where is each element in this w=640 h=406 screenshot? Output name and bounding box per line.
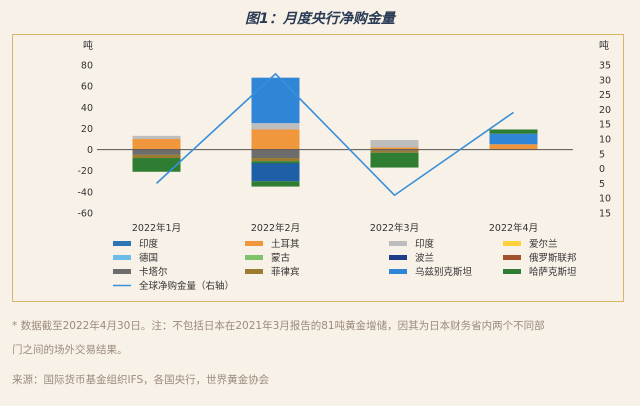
bar-segment — [489, 129, 538, 134]
y-right-tick-label: 30 — [599, 75, 611, 86]
x-tick-label: 2022年2月 — [251, 222, 300, 234]
y-right-tick-label: 20 — [599, 105, 611, 116]
bar-segment — [370, 147, 419, 150]
legend-label: 菲律宾 — [271, 266, 300, 278]
y-right-tick-label: 10 — [599, 135, 611, 146]
legend-label: 乌兹别克斯坦 — [415, 266, 473, 278]
bar-segment — [489, 133, 538, 145]
bar-segment — [370, 140, 419, 148]
y-left-tick-label: 60 — [81, 82, 93, 93]
legend-label: 哈萨克斯坦 — [529, 266, 577, 278]
source-note: 来源：国际货币基金组织IFS，各国央行，世界黄金协会 — [12, 374, 270, 386]
y-right-tick-label: 25 — [599, 90, 611, 101]
bar-segment — [251, 163, 300, 182]
bar-segment — [370, 149, 419, 151]
x-tick-label: 2022年3月 — [370, 222, 419, 234]
y-left-tick-label: 80 — [81, 61, 93, 72]
bar-segment — [251, 123, 300, 130]
legend-swatch — [245, 269, 263, 274]
chart-svg: 吨 吨 -60 -40 -20 0 20 40 60 80 15 10 5 0 5 10 15 20 25 30 35 2… — [77, 39, 611, 292]
bar-segment — [251, 77, 300, 124]
bar-segment — [132, 135, 181, 139]
x-tick-label: 2022年1月 — [132, 222, 181, 234]
legend-label: 土耳其 — [271, 238, 300, 250]
bar-segment — [251, 149, 300, 159]
legend-swatch — [503, 255, 521, 260]
y-right-tick-label: 15 — [599, 120, 611, 131]
legend-swatch — [389, 241, 407, 246]
bar-segment — [251, 158, 300, 162]
bar-segment — [251, 129, 300, 150]
y-left-tick-label: 40 — [81, 103, 93, 114]
bar-segment — [132, 154, 181, 159]
bar-segment — [132, 139, 181, 150]
y-right-unit: 吨 — [599, 39, 609, 52]
y-left-tick-label: 0 — [87, 145, 93, 156]
global-net-purchase-line — [155, 72, 514, 197]
legend-label: 印度 — [415, 238, 435, 250]
legend-swatch — [389, 269, 407, 274]
bar-segment — [132, 158, 181, 172]
legend-label: 俄罗斯联邦 — [529, 252, 577, 264]
legend-swatch — [113, 241, 131, 246]
y-right-tick-label: 15 — [599, 209, 611, 220]
legend-swatch — [503, 269, 521, 274]
chart-panel: 吨 吨 -60 -40 -20 0 20 40 60 80 15 10 5 0 5 10 15 20 25 30 35 2… — [12, 34, 624, 302]
y-left-unit: 吨 — [83, 39, 93, 52]
legend-label: 蒙古 — [271, 252, 291, 264]
y-right-tick-label: 5 — [599, 179, 605, 190]
x-tick-label: 2022年4月 — [489, 222, 538, 234]
chart-title: 图1：月度央行净购金量 — [245, 11, 395, 27]
legend-label: 爱尔兰 — [529, 238, 558, 250]
y-left-tick-label: -60 — [77, 209, 93, 220]
bar-segment — [251, 181, 300, 187]
y-right-tick-label: 5 — [599, 149, 605, 160]
legend-label: 印度 — [139, 238, 159, 250]
bar-segment — [370, 150, 419, 153]
legend-swatch — [245, 241, 263, 246]
legend-swatch — [389, 255, 407, 260]
bar-segment — [370, 152, 419, 168]
y-right-tick-label: 35 — [599, 61, 611, 72]
bar-segment — [489, 144, 538, 150]
bar-segment — [132, 149, 181, 155]
footnote-line-2: 门之间的场外交易结果。 — [12, 344, 128, 356]
legend-label: 德国 — [139, 252, 158, 264]
legend-swatch — [113, 269, 131, 274]
y-left-tick-label: -20 — [77, 166, 93, 177]
legend-label: 全球净购金量（右轴） — [139, 280, 234, 292]
legend-swatch — [503, 241, 521, 246]
legend-swatch — [245, 255, 263, 260]
legend-label: 波兰 — [415, 252, 434, 264]
legend-label: 卡塔尔 — [139, 266, 168, 278]
y-left-tick-label: -40 — [77, 187, 93, 198]
footnote-line-1: * 数据截至2022年4月30日。注：不包括日本在2021年3月报告的81吨黄金… — [12, 320, 545, 332]
y-right-tick-label: 0 — [599, 164, 605, 175]
y-left-tick-label: 20 — [81, 124, 93, 135]
legend-swatch — [113, 255, 131, 260]
y-right-tick-label: 10 — [599, 194, 611, 205]
